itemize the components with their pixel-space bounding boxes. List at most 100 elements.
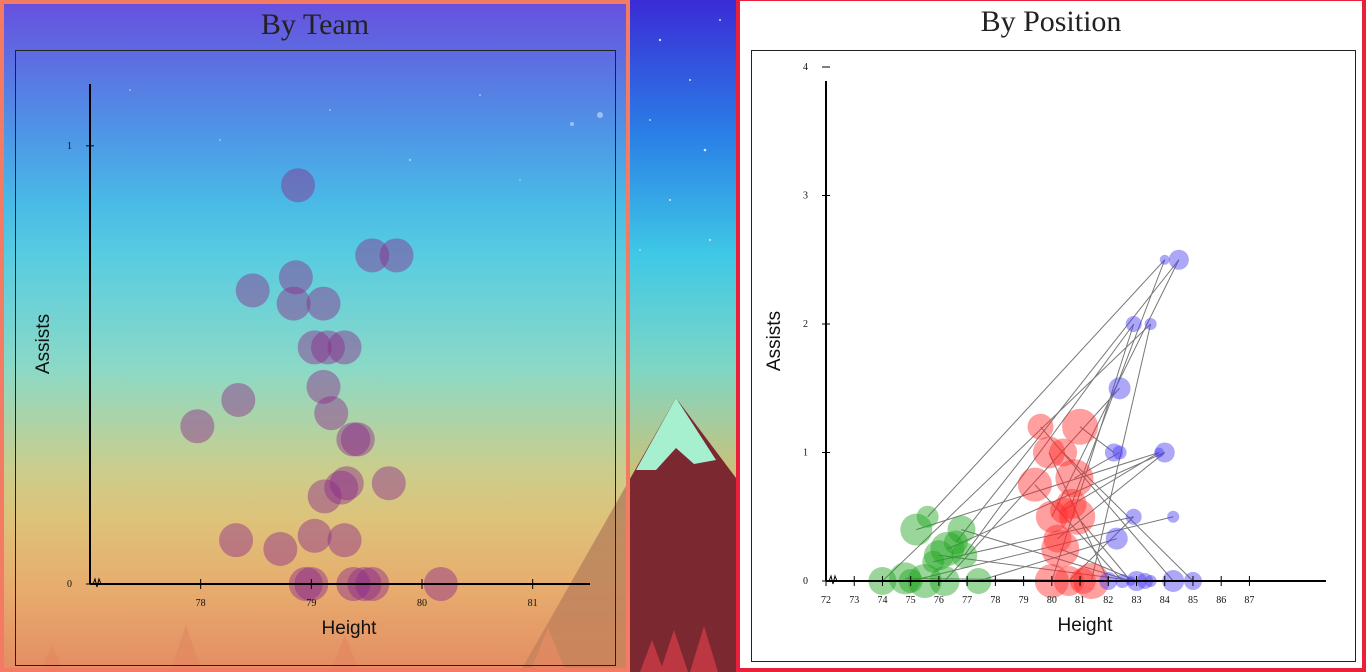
data-point	[336, 422, 371, 457]
data-point	[923, 540, 954, 571]
connector-line	[1048, 452, 1109, 582]
x-tick-label: 73	[849, 595, 859, 606]
connector-line	[961, 529, 1132, 582]
x-tick-label: 86	[1216, 595, 1226, 606]
data-point	[1168, 249, 1189, 270]
data-point	[930, 531, 965, 566]
axis-break-mark	[828, 574, 838, 585]
connector-line	[1051, 259, 1180, 517]
data-point	[1043, 524, 1072, 553]
data-point	[1059, 498, 1096, 535]
data-point	[1105, 527, 1128, 550]
data-point	[379, 238, 414, 273]
x-tick-label: 78	[196, 598, 206, 609]
x-tick-label: 79	[1019, 595, 1029, 606]
data-point	[1154, 442, 1175, 463]
data-point	[1112, 445, 1127, 460]
data-point	[922, 550, 945, 573]
data-point	[889, 562, 922, 595]
connector-line	[1068, 516, 1135, 582]
connector-line	[1062, 452, 1160, 511]
data-point	[276, 286, 311, 321]
data-point	[1144, 318, 1157, 330]
data-point	[1017, 467, 1052, 502]
data-point	[263, 531, 298, 566]
y-axis-label: Assists	[33, 314, 54, 374]
x-tick-label: 82	[1103, 595, 1113, 606]
data-point	[281, 168, 316, 203]
connector-line	[1060, 548, 1137, 582]
connector-line	[1074, 452, 1120, 479]
data-point	[340, 422, 375, 457]
data-point	[951, 542, 978, 569]
connector-line	[947, 452, 1165, 550]
data-point	[235, 273, 270, 308]
connector-line	[978, 538, 1117, 582]
data-point	[1056, 488, 1087, 519]
connector-line	[944, 387, 1120, 582]
y-tick-label: 0	[67, 579, 72, 590]
x-tick-label: 80	[417, 598, 427, 609]
chart-title: By Team	[260, 8, 370, 41]
x-tick-label: 85	[1188, 595, 1198, 606]
connector-line	[1076, 516, 1132, 582]
y-axis-label: Assists	[764, 311, 785, 371]
data-point	[1125, 316, 1142, 332]
x-tick-label: 72	[821, 595, 831, 606]
x-tick-label: 78	[990, 595, 1000, 606]
connector-line	[1034, 484, 1123, 582]
x-tick-label: 80	[1047, 595, 1057, 606]
y-tick-label: 4	[803, 62, 808, 73]
data-point	[1154, 447, 1165, 458]
data-point	[916, 505, 939, 528]
by-position-panel: By Position 72 73 74 75 76 77 78 79 80 81 82 83 84 85…	[736, 0, 1366, 672]
by-team-panel: By Team 78 79 80 81 0 1 Height Assists	[0, 0, 630, 672]
x-tick-label: 75	[906, 595, 916, 606]
data-point	[1104, 443, 1123, 462]
y-tick-label: 2	[803, 319, 808, 330]
connector-line	[955, 259, 1180, 543]
x-tick-label: 79	[306, 598, 316, 609]
data-point	[355, 238, 390, 273]
by-position-chart: 72 73 74 75 76 77 78 79 80 81 82 83 84 85 86 87 0 1 2 3 4 Hei…	[764, 62, 1326, 636]
data-point	[327, 330, 362, 365]
connector-line	[1090, 323, 1152, 582]
x-axis-label: Height	[1058, 615, 1114, 636]
chart-frame	[15, 50, 616, 666]
y-tick-label: 1	[67, 141, 72, 152]
data-point	[1167, 510, 1180, 523]
x-tick-label: 81	[528, 598, 538, 609]
data-point	[1049, 438, 1078, 467]
data-point	[1055, 459, 1094, 498]
data-point	[307, 479, 342, 514]
connector-line	[882, 323, 1151, 582]
data-point	[324, 470, 359, 505]
y-tick-label: 0	[803, 576, 808, 587]
data-point	[278, 260, 313, 295]
data-point	[900, 513, 933, 546]
data-point	[329, 466, 364, 501]
data-point	[1041, 529, 1080, 568]
connector-line	[963, 323, 1135, 556]
data-point	[221, 382, 256, 417]
data-point	[1159, 254, 1170, 265]
connector-line	[1062, 452, 1194, 582]
connector-line	[938, 554, 1137, 582]
data-point	[306, 369, 341, 404]
data-point	[1108, 377, 1131, 400]
data-point	[1027, 413, 1054, 440]
data-point	[297, 518, 332, 553]
data-point	[1050, 497, 1077, 524]
chart-frame	[751, 50, 1356, 662]
data-point	[314, 396, 349, 431]
x-tick-label: 74	[877, 595, 887, 606]
connector-line	[933, 516, 1134, 563]
data-point	[310, 330, 345, 365]
data-point	[180, 409, 215, 444]
y-tick-label: 3	[803, 191, 808, 202]
chart-title: By Position	[980, 5, 1122, 38]
x-tick-label: 83	[1132, 595, 1142, 606]
x-tick-label: 76	[934, 595, 944, 606]
data-point	[219, 523, 254, 558]
x-tick-label: 84	[1160, 595, 1170, 606]
